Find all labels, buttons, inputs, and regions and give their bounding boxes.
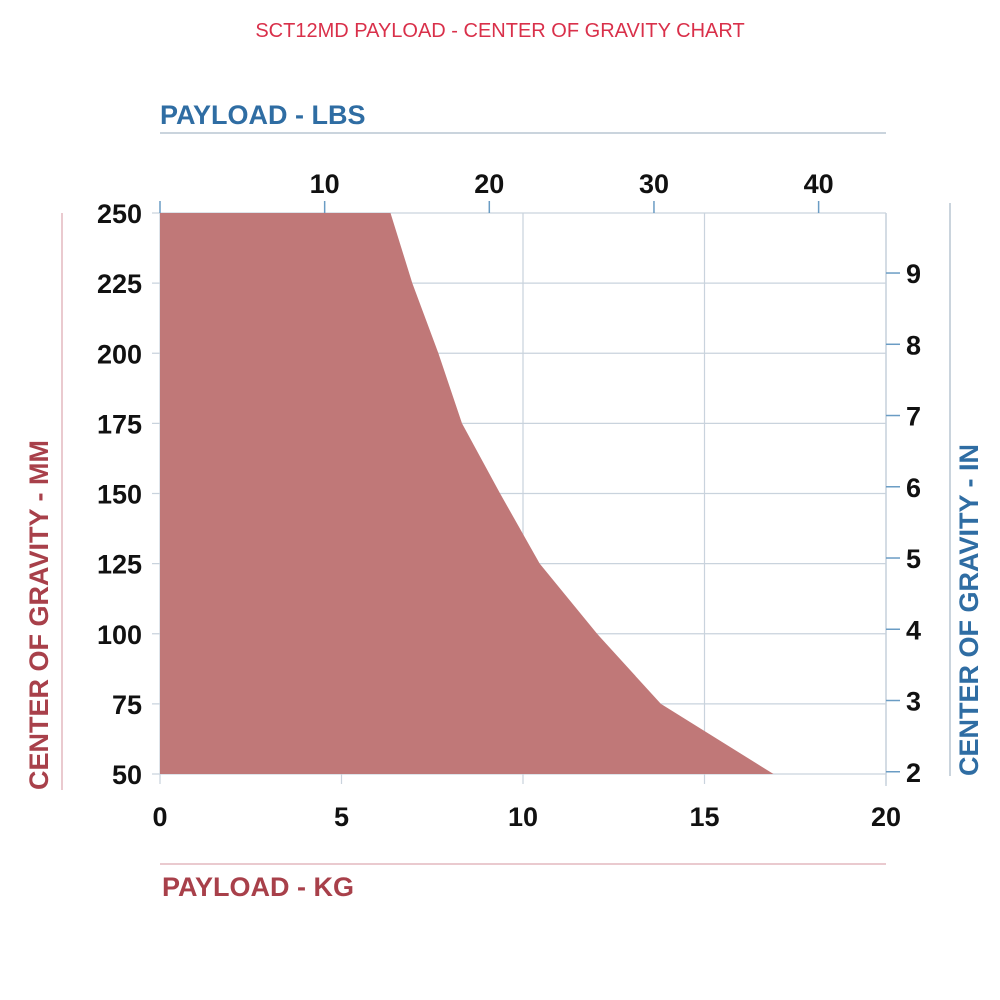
- y2-tick-label: 4: [906, 615, 921, 645]
- y2-tick-label: 9: [906, 259, 921, 289]
- y2-tick-label: 8: [906, 330, 921, 360]
- y2-tick-label: 7: [906, 402, 921, 432]
- area-layer: [160, 213, 774, 774]
- y-tick-label: 150: [97, 480, 142, 510]
- x-tick-label: 10: [508, 802, 538, 832]
- y2-axis-label: CENTER OF GRAVITY - IN: [954, 444, 984, 776]
- x-tick-label: 20: [871, 802, 901, 832]
- y-tick-label: 225: [97, 269, 142, 299]
- x-tick-label: 15: [689, 802, 719, 832]
- y2-tick-label: 3: [906, 687, 921, 717]
- y-axis-label: CENTER OF GRAVITY - MM: [24, 440, 54, 790]
- x2-tick-label: 20: [474, 169, 504, 199]
- y2-tick-label: 6: [906, 473, 921, 503]
- y-tick-label: 200: [97, 339, 142, 369]
- x2-tick-label: 10: [310, 169, 340, 199]
- y2-tick-label: 5: [906, 544, 921, 574]
- x2-axis-label: PAYLOAD - LBS: [160, 100, 366, 130]
- y-tick-label: 125: [97, 550, 142, 580]
- y2-tick-label: 2: [906, 758, 921, 788]
- payload-area: [160, 213, 774, 774]
- y-tick-label: 250: [97, 199, 142, 229]
- chart-title: SCT12MD PAYLOAD - CENTER OF GRAVITY CHAR…: [255, 20, 744, 42]
- x-tick-label: 0: [152, 802, 167, 832]
- y-tick-label: 75: [112, 690, 142, 720]
- y-tick-label: 50: [112, 760, 142, 790]
- y-tick-label: 175: [97, 409, 142, 439]
- x2-tick-label: 40: [804, 169, 834, 199]
- x-axis-label: PAYLOAD - KG: [162, 872, 354, 902]
- x-tick-label: 5: [334, 802, 349, 832]
- y-tick-label: 100: [97, 620, 142, 650]
- x2-tick-label: 30: [639, 169, 669, 199]
